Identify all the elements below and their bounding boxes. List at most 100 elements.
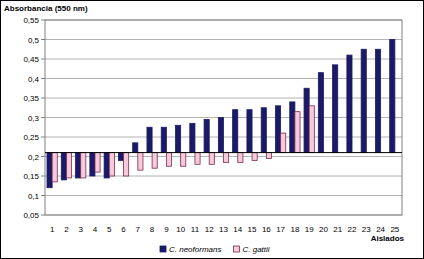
- bar: [361, 49, 366, 152]
- y-tick-label: 0,5: [28, 36, 40, 45]
- x-tick-label: 17: [276, 225, 285, 234]
- bar: [224, 153, 229, 163]
- x-tick-label: 18: [290, 225, 299, 234]
- x-tick-label: 1: [50, 225, 55, 234]
- y-tick: [41, 176, 45, 177]
- x-tick-label: 16: [262, 225, 271, 234]
- x-tick-label: 11: [191, 225, 200, 234]
- y-tick-label: 0,15: [23, 172, 39, 181]
- legend: C. neoformansC. gattii: [160, 245, 270, 254]
- y-tick: [41, 20, 45, 21]
- x-tick-label: 8: [150, 225, 155, 234]
- bar: [304, 88, 309, 152]
- bar: [118, 153, 123, 161]
- bar: [138, 153, 143, 171]
- bar: [90, 153, 95, 176]
- bar: [390, 40, 395, 153]
- y-tick-label: 0,35: [23, 94, 39, 103]
- chart: 0,05 0,1 0,15 0,2 0,25 0,3 0,35 0,4 0,45 0,5 0,55 1…: [0, 0, 424, 259]
- bar: [295, 112, 300, 153]
- bar: [275, 106, 280, 153]
- bar: [76, 153, 81, 178]
- bar: [133, 143, 138, 153]
- y-tick-label: 0,2: [28, 153, 40, 162]
- bar: [152, 153, 157, 169]
- legend-label: C. gattii: [242, 245, 269, 254]
- legend-swatch: [160, 246, 166, 252]
- x-axis-line: [45, 152, 402, 153]
- y-axis-title: Absorbancia (550 nm): [4, 4, 88, 13]
- chart-border: [1, 1, 424, 259]
- x-tick-label: 2: [64, 225, 69, 234]
- y-tick-label: 0,3: [28, 114, 40, 123]
- bars: [47, 40, 395, 188]
- y-tick: [41, 39, 45, 40]
- bar: [52, 153, 57, 182]
- bar: [47, 153, 52, 188]
- x-tick-label: 4: [93, 225, 98, 234]
- bar: [66, 153, 71, 178]
- x-tick-label: 3: [78, 225, 83, 234]
- x-tick-label: 12: [205, 225, 214, 234]
- x-tick-label: 24: [376, 225, 385, 234]
- bar: [204, 119, 209, 152]
- bar: [109, 153, 114, 176]
- bar: [166, 153, 171, 167]
- bar: [190, 123, 195, 152]
- bar: [281, 133, 286, 153]
- x-tick-label: 7: [136, 225, 141, 234]
- grid-line: [45, 39, 402, 40]
- bar: [233, 110, 238, 153]
- bar: [124, 153, 129, 176]
- y-tick: [41, 78, 45, 79]
- x-tick-label: 25: [390, 225, 399, 234]
- y-tick-label: 0,4: [28, 75, 40, 84]
- bar: [209, 153, 214, 165]
- bar: [375, 49, 380, 152]
- legend-swatch: [233, 246, 239, 252]
- x-tick-label: 14: [233, 225, 242, 234]
- y-tick-label: 0,55: [23, 16, 39, 25]
- bar: [95, 153, 100, 173]
- bar: [309, 106, 314, 153]
- y-tick-label: 0,05: [23, 211, 39, 220]
- bar: [247, 110, 252, 153]
- bar: [318, 73, 323, 153]
- bar: [252, 153, 257, 161]
- x-axis-title: Aislados: [371, 234, 405, 243]
- bar: [333, 65, 338, 153]
- bar: [290, 102, 295, 153]
- y-tick-label: 0,1: [28, 192, 40, 201]
- bar: [195, 153, 200, 165]
- x-tick-label: 21: [333, 225, 342, 234]
- plot-frame: [45, 20, 402, 215]
- x-tick-label: 23: [362, 225, 371, 234]
- x-tick-label: 19: [305, 225, 314, 234]
- bar: [147, 127, 152, 152]
- x-tick-label: 15: [248, 225, 257, 234]
- grid-line: [45, 195, 402, 196]
- grid-line: [45, 176, 402, 177]
- x-tick-label: 6: [121, 225, 126, 234]
- y-tick: [41, 156, 45, 157]
- x-tick-label: 5: [107, 225, 112, 234]
- y-tick: [41, 215, 45, 216]
- y-tick-label: 0,25: [23, 133, 39, 142]
- bar: [238, 153, 243, 163]
- bar: [81, 153, 86, 178]
- grid: [45, 20, 402, 215]
- bar: [266, 153, 271, 159]
- bar: [161, 127, 166, 152]
- bar: [261, 108, 266, 153]
- y-tick: [41, 59, 45, 60]
- bar: [104, 153, 109, 178]
- bar: [176, 125, 181, 152]
- y-tick: [41, 195, 45, 196]
- y-tick-label: 0,45: [23, 55, 39, 64]
- x-tick-label: 13: [219, 225, 228, 234]
- x-tick-label: 20: [319, 225, 328, 234]
- y-tick: [41, 98, 45, 99]
- bar: [218, 118, 223, 153]
- bar: [181, 153, 186, 167]
- y-tick: [41, 137, 45, 138]
